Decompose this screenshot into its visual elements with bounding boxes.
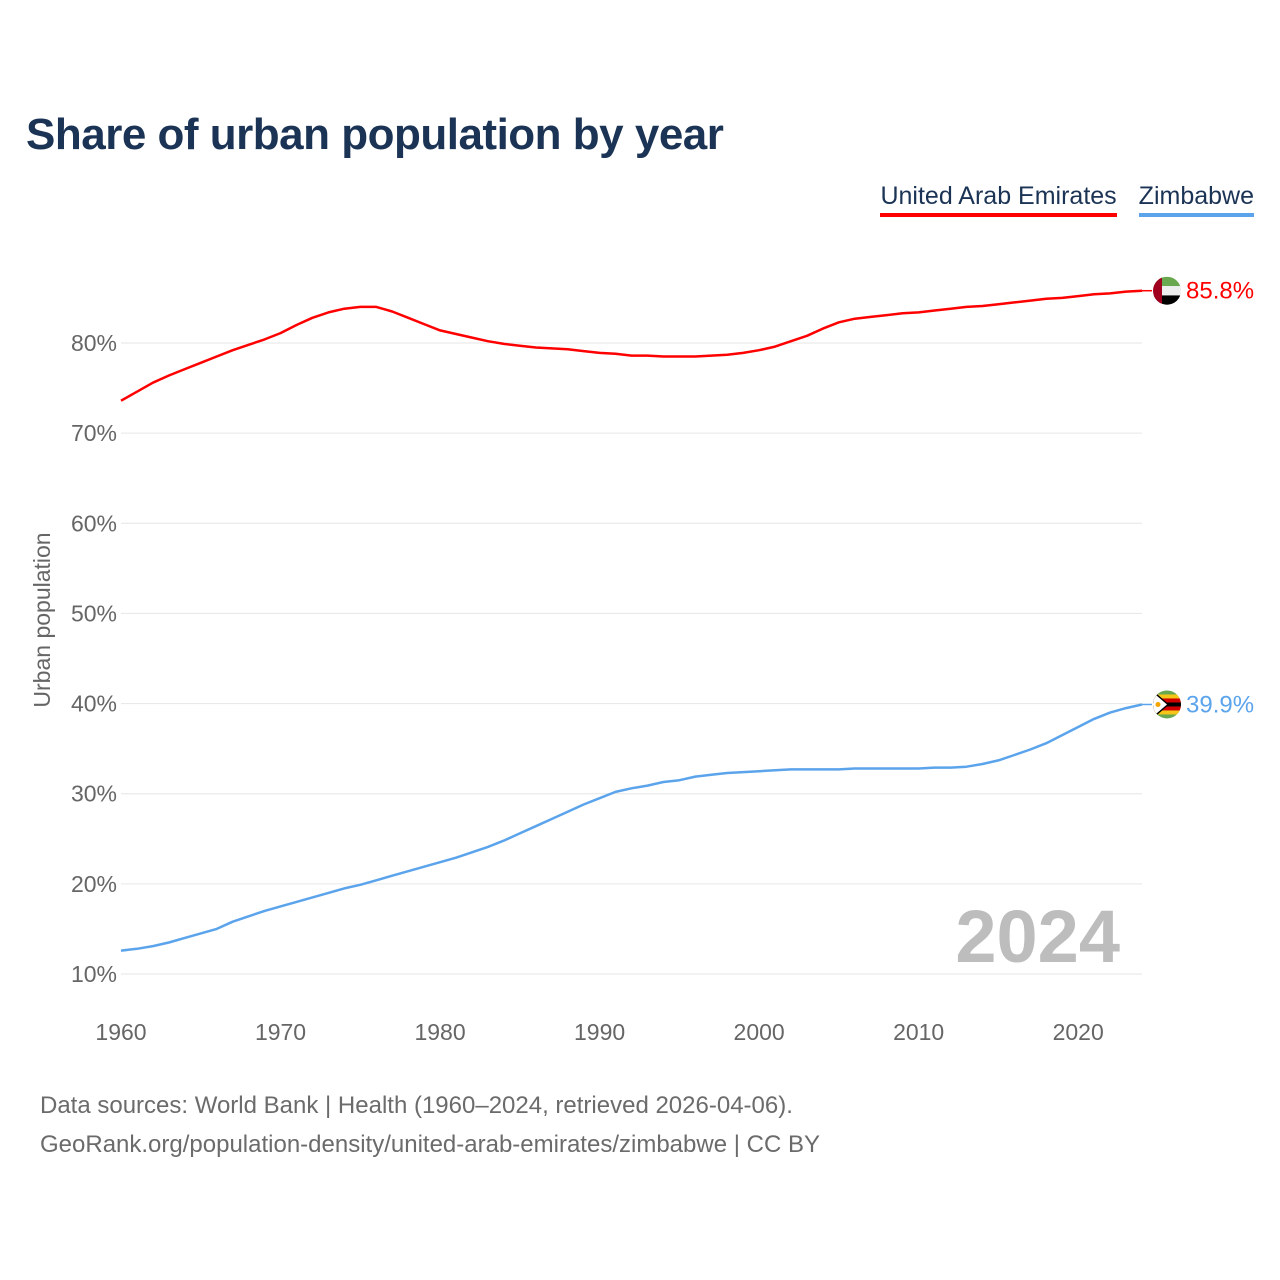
data-sources: Data sources: World Bank | Health (1960–…	[40, 1092, 793, 1119]
uae-flag-icon	[1153, 276, 1181, 305]
y-tick-label: 10%	[71, 961, 117, 987]
grid	[121, 342, 1142, 975]
x-tick-label: 1970	[255, 1019, 306, 1045]
x-tick-label: 1990	[574, 1019, 625, 1045]
y-axis-label: Urban population	[29, 532, 55, 707]
y-tick-label: 50%	[71, 600, 117, 626]
x-tick-label: 2010	[893, 1019, 944, 1045]
year-watermark: 2024	[955, 895, 1120, 978]
x-tick-label: 2000	[734, 1019, 785, 1045]
source-link[interactable]: GeoRank.org/population-density/united-ar…	[40, 1131, 820, 1158]
legend-item-zimbabwe[interactable]: Zimbabwe	[1138, 182, 1254, 217]
end-label-zimbabwe: 39.9%	[1186, 691, 1254, 718]
y-tick-label: 20%	[71, 871, 117, 897]
series	[120, 289, 1152, 952]
series-line-zimbabwe[interactable]	[120, 703, 1143, 952]
x-tick-label: 2020	[1053, 1019, 1104, 1045]
zimbabwe-flag-icon	[1153, 690, 1181, 719]
y-tick-label: 40%	[71, 691, 117, 717]
end-label-uae: 85.8%	[1186, 278, 1254, 305]
x-axis-ticks: 1960 1970 1980 1990 2000 2010 2020	[95, 1019, 1103, 1045]
x-tick-label: 1960	[95, 1019, 146, 1045]
y-tick-label: 30%	[71, 781, 117, 807]
legend-item-uae[interactable]: United Arab Emirates	[880, 182, 1117, 217]
y-tick-label: 80%	[71, 330, 117, 356]
chart-title: Share of urban population by year	[26, 110, 724, 159]
series-line-uae[interactable]	[120, 289, 1143, 402]
y-axis-ticks: 10% 20% 30% 40% 50% 60% 70% 80%	[71, 330, 117, 987]
x-tick-label: 1980	[414, 1019, 465, 1045]
footer: Data sources: World Bank | Health (1960–…	[40, 1086, 820, 1164]
y-tick-label: 60%	[71, 510, 117, 536]
y-tick-label: 70%	[71, 420, 117, 446]
legend: United Arab Emirates Zimbabwe	[880, 182, 1254, 217]
